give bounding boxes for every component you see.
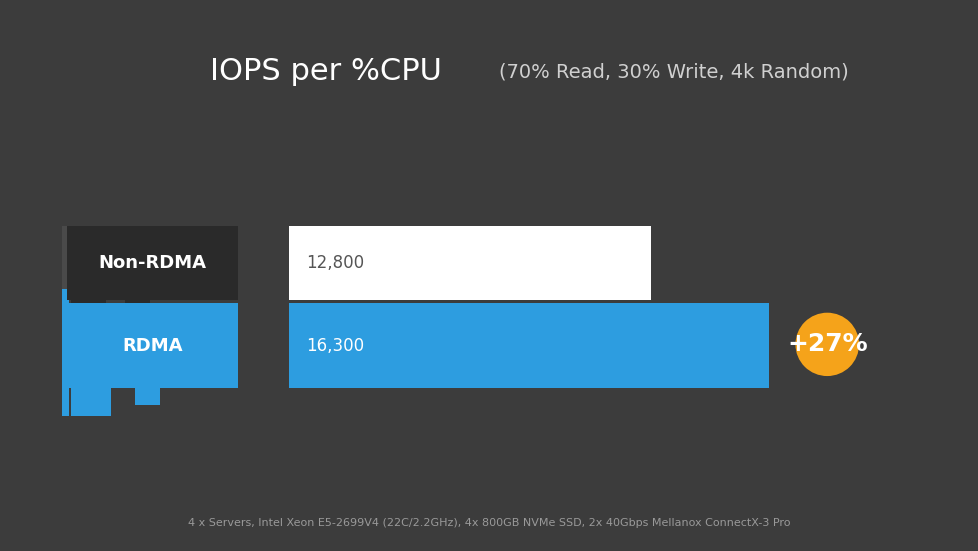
Text: (70% Read, 30% Write, 4k Random): (70% Read, 30% Write, 4k Random) [499, 62, 848, 81]
FancyBboxPatch shape [71, 388, 111, 416]
FancyBboxPatch shape [67, 226, 238, 300]
FancyBboxPatch shape [135, 388, 159, 405]
Ellipse shape [794, 313, 859, 376]
FancyBboxPatch shape [62, 226, 68, 322]
FancyBboxPatch shape [62, 289, 68, 416]
FancyBboxPatch shape [67, 303, 238, 388]
Text: RDMA: RDMA [122, 337, 182, 355]
Text: +27%: +27% [786, 332, 867, 356]
FancyBboxPatch shape [71, 300, 106, 322]
Text: Non-RDMA: Non-RDMA [98, 254, 206, 272]
FancyBboxPatch shape [289, 303, 768, 388]
Text: 16,300: 16,300 [306, 337, 364, 355]
FancyBboxPatch shape [289, 226, 650, 300]
Text: 4 x Servers, Intel Xeon E5-2699V4 (22C/2.2GHz), 4x 800GB NVMe SSD, 2x 40Gbps Mel: 4 x Servers, Intel Xeon E5-2699V4 (22C/2… [188, 518, 790, 528]
Text: IOPS per %CPU: IOPS per %CPU [210, 57, 442, 86]
FancyBboxPatch shape [125, 300, 150, 314]
Text: 12,800: 12,800 [306, 254, 364, 272]
